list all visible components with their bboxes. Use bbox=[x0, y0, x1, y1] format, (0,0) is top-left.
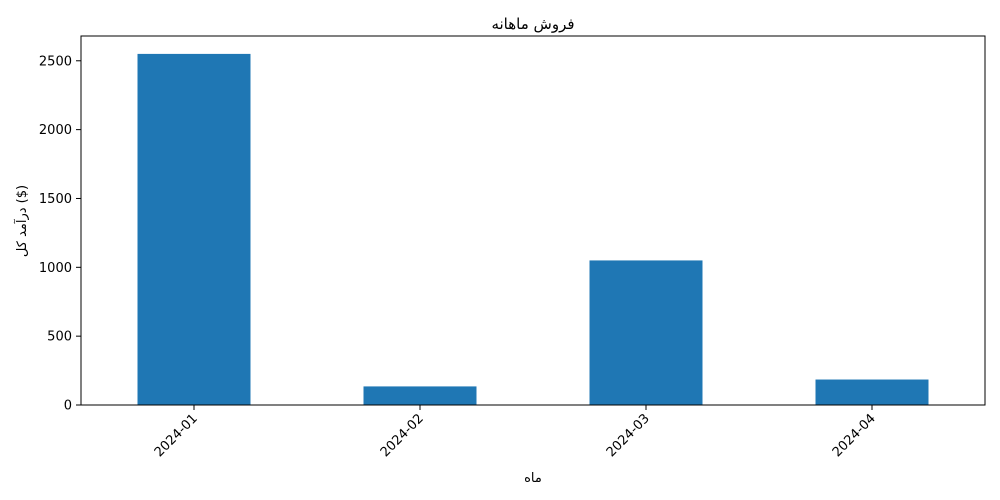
y-axis-label: درآمد کل ($) bbox=[13, 185, 30, 257]
y-tick-label: 0 bbox=[64, 399, 72, 414]
x-tick-label: 2024-01 bbox=[152, 411, 201, 460]
y-tick-label: 1000 bbox=[39, 261, 72, 276]
y-tick-label: 2000 bbox=[39, 123, 72, 138]
y-tick-label: 500 bbox=[47, 330, 72, 345]
bar-2024-01 bbox=[137, 53, 251, 405]
bar-2024-03 bbox=[589, 260, 703, 405]
x-ticks-group: 2024-01 2024-02 2024-03 2024-04 bbox=[152, 405, 879, 460]
y-tick-label: 2500 bbox=[39, 54, 72, 69]
y-tick-label: 1500 bbox=[39, 192, 72, 207]
plot-frame bbox=[80, 35, 986, 406]
bar-2024-02 bbox=[363, 386, 477, 405]
chart-title: فروش ماهانه bbox=[491, 15, 574, 33]
x-tick-label: 2024-04 bbox=[830, 411, 879, 460]
bar-2024-04 bbox=[815, 379, 929, 405]
x-axis-label: ماه bbox=[524, 471, 542, 486]
bars-group bbox=[137, 53, 929, 405]
x-tick-label: 2024-02 bbox=[378, 411, 427, 460]
x-tick-label: 2024-03 bbox=[604, 411, 653, 460]
y-ticks-group: 0 500 1000 1500 2000 2500 bbox=[39, 54, 81, 414]
